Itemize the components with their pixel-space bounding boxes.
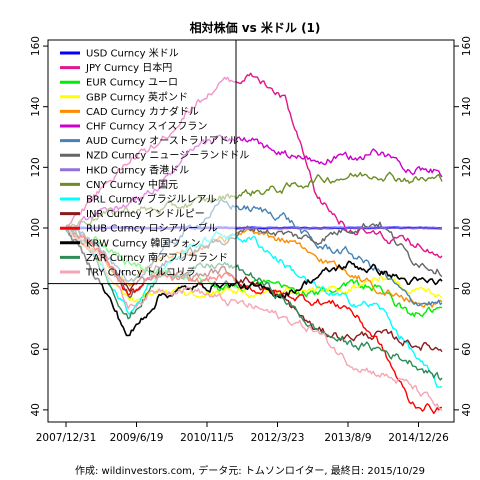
legend-label: HKD Curncy 香港ドル (86, 164, 189, 176)
x-axis: 2007/12/31 2009/6/19 2010/11/5 2012/3/23 201… (36, 422, 449, 444)
legend-label: TRY Curncy トルコリラ (85, 267, 196, 279)
legend-label: CHF Curncy スイスフラン (86, 121, 207, 133)
series-line-14 (65, 226, 443, 381)
y-tick-label-left: 40 (30, 403, 42, 416)
legend-label: JPY Curncy 日本円 (85, 61, 172, 74)
legend-label: CNY Curncy 中国元 (86, 178, 178, 191)
legend-label: BRL Curncy ブラジルレアル (86, 193, 216, 206)
y-tick-label-left: 60 (30, 343, 42, 356)
legend-label: RUB Curncy ロシアルーブル (86, 222, 218, 235)
series-line-15 (65, 227, 443, 412)
y-tick-label-right: 120 (461, 157, 473, 177)
y-tick-label-left: 100 (30, 218, 42, 238)
y-tick-label-right: 60 (461, 343, 473, 356)
x-tick-label: 2009/6/19 (110, 432, 164, 444)
series-line-3 (65, 224, 443, 303)
y-tick-label-left: 80 (30, 282, 42, 295)
series-line-4 (65, 228, 443, 308)
legend-label: AUD Curncy オーストラリアドル (86, 135, 239, 147)
chart-credit: 作成: wildinvestors.com, データ元: トムソンロイター, 最… (75, 464, 425, 477)
right-y-axis: 40 60 80 100 120 140 160 (454, 36, 473, 417)
legend-label: GBP Curncy 英ポンド (86, 90, 188, 103)
series-line-11 (65, 227, 443, 353)
legend-label: NZD Curncy ニュージーランドドル (86, 150, 249, 162)
series-line-13 (65, 228, 443, 337)
y-tick-label-left: 160 (30, 36, 42, 56)
legend-label: EUR Curncy ユーロ (86, 78, 178, 89)
y-tick-label-left: 140 (30, 97, 42, 117)
legend-label: INR Curncy インドルピー (86, 208, 205, 220)
series-line-7 (65, 221, 443, 299)
chart-title: 相対株価 vs 米ドル (1) (190, 20, 321, 35)
legend-label: KRW Curncy 韓国ウォン (86, 237, 200, 249)
series-line-12 (65, 229, 443, 415)
y-tick-label-right: 160 (461, 36, 473, 56)
legend-label: CAD Curncy カナダドル (86, 105, 199, 118)
legend-label: USD Curncy 米ドル (86, 47, 179, 60)
y-tick-label-right: 100 (461, 218, 473, 238)
series-line-10 (65, 230, 443, 388)
legend-label: ZAR Curncy 南アフリカランド (86, 251, 228, 264)
y-tick-label-right: 40 (461, 403, 473, 416)
x-tick-label: 2013/8/9 (324, 432, 371, 444)
x-tick-label: 2014/12/26 (388, 432, 449, 444)
left-y-axis: 40 60 80 100 120 140 160 (30, 36, 48, 417)
y-tick-label-right: 80 (461, 282, 473, 295)
x-tick-label: 2007/12/31 (36, 432, 97, 444)
x-tick-label: 2012/3/23 (251, 432, 305, 444)
y-tick-label-left: 120 (30, 157, 42, 177)
x-tick-label: 2010/11/5 (180, 432, 234, 444)
y-tick-label-right: 140 (461, 97, 473, 117)
